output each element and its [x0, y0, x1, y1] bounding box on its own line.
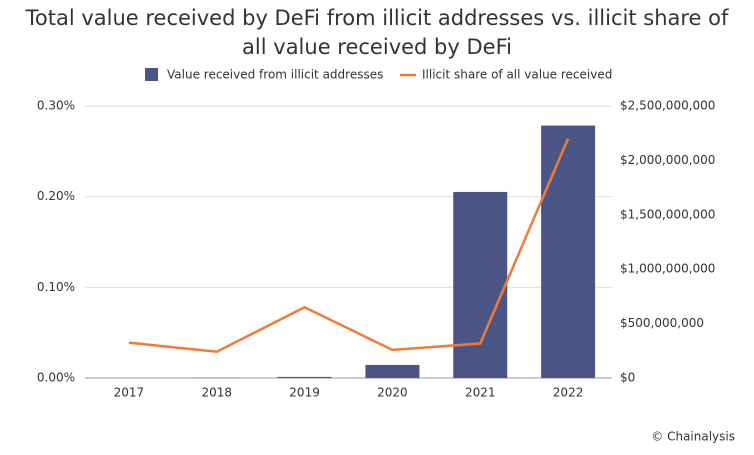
legend-label: Illicit share of all value received	[422, 68, 612, 82]
x-tick-label: 2019	[289, 386, 320, 400]
bar	[453, 191, 508, 378]
legend-swatch	[145, 68, 158, 81]
y-tick-label: 0.00%	[37, 371, 75, 385]
y2-tick-label: $0	[620, 371, 635, 385]
y-tick-label: 0.10%	[37, 280, 75, 294]
source: © Chainalysis	[651, 430, 735, 444]
y2-tick-label: $2,500,000,000	[620, 99, 715, 113]
x-tick-label: 2020	[377, 386, 408, 400]
y-tick-label: 0.30%	[37, 99, 75, 113]
x-tick-label: 2022	[553, 386, 584, 400]
bar	[277, 376, 332, 378]
x-tick-label: 2017	[114, 386, 145, 400]
y2-tick-label: $1,500,000,000	[620, 207, 715, 221]
x-tick-label: 2018	[201, 386, 232, 400]
chart-title: Total value received by DeFi from illici…	[25, 6, 729, 59]
x-tick-label: 2021	[465, 386, 496, 400]
line	[128, 138, 570, 353]
y-tick-label: 0.20%	[37, 189, 75, 203]
y2-tick-label: $2,000,000,000	[620, 153, 715, 167]
bar	[541, 125, 596, 378]
y2-tick-label: $500,000,000	[620, 316, 704, 330]
legend-label: Value received from illicit addresses	[167, 68, 383, 82]
y2-tick-label: $1,000,000,000	[620, 262, 715, 276]
bar	[365, 364, 420, 378]
